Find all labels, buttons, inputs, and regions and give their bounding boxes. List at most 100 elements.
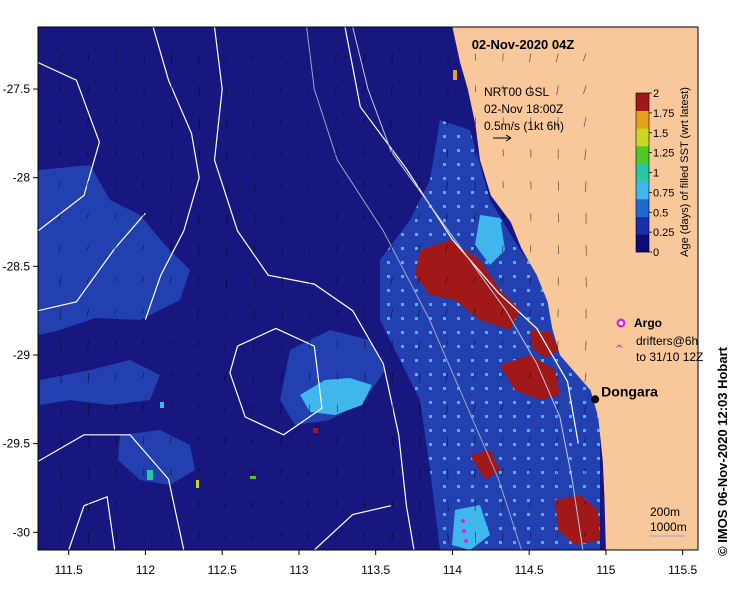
current-arrow	[556, 468, 559, 474]
current-arrows	[58, 53, 587, 544]
current-arrow	[472, 308, 476, 315]
current-arrow	[362, 245, 366, 253]
current-arrow	[114, 181, 117, 187]
current-arrow	[364, 500, 366, 508]
current-arrow	[389, 213, 393, 221]
current-arrow	[335, 500, 338, 508]
current-arrow	[391, 340, 393, 351]
colorbar-tick-label: 0.5	[653, 207, 668, 219]
current-arrow	[417, 181, 421, 190]
current-arrow	[584, 404, 587, 413]
current-arrow	[141, 340, 145, 346]
current-arrow	[197, 276, 200, 287]
current-arrow	[169, 340, 172, 347]
current-arrow	[141, 276, 145, 282]
current-arrow	[225, 85, 228, 96]
current-arrow	[416, 276, 421, 285]
current-arrow	[59, 276, 62, 287]
current-arrow	[418, 149, 421, 159]
x-tick-label: 113	[289, 563, 308, 577]
colorbar: 0 0.25 0.5 0.75 1 1.25 1.5 1.75 2 Age (days) of …	[635, 87, 691, 259]
current-arrow	[363, 276, 366, 285]
current-arrow	[389, 181, 393, 189]
current-arrow	[87, 85, 90, 93]
depth-legend: 200m 1000m	[650, 505, 687, 537]
colorbar-segment	[636, 146, 649, 164]
dongara-marker	[591, 395, 600, 404]
colorbar-segment	[636, 199, 649, 217]
current-arrow	[114, 372, 117, 380]
current-arrow	[114, 340, 117, 348]
current-arrow	[86, 308, 90, 317]
ssh-contours	[38, 27, 579, 550]
current-arrow	[141, 244, 145, 251]
current-arrow	[473, 276, 476, 284]
isobath-200m	[352, 27, 584, 550]
current-arrow	[336, 468, 338, 476]
current-arrow	[114, 213, 117, 219]
current-arrow	[361, 149, 366, 156]
current-arrow	[529, 85, 532, 95]
current-arrow	[446, 181, 449, 190]
current-arrow	[583, 500, 587, 506]
current-arrow	[196, 372, 200, 379]
current-arrow	[334, 149, 338, 156]
current-arrow	[389, 149, 393, 158]
current-arrow	[59, 532, 62, 543]
colorbar-tick-label: 0.75	[653, 187, 674, 199]
current-arrow	[142, 436, 145, 444]
current-arrow	[87, 117, 90, 124]
current-arrow	[170, 468, 172, 476]
current-arrow	[169, 276, 172, 284]
current-arrow	[171, 117, 173, 128]
current-arrow	[87, 372, 90, 383]
current-arrow	[335, 213, 338, 220]
current-arrow	[59, 85, 62, 93]
drifter-legend-icon: ^	[615, 344, 623, 355]
current-arrow	[445, 244, 449, 253]
current-arrow	[473, 436, 476, 446]
current-arrow	[555, 53, 559, 63]
current-arrow	[501, 276, 504, 284]
current-arrow	[86, 181, 90, 187]
current-arrow	[363, 532, 366, 539]
current-arrow	[197, 245, 200, 256]
y-tick-label: -29.5	[3, 437, 31, 451]
current-arrow	[474, 213, 476, 221]
current-arrow	[417, 213, 421, 221]
current-arrow	[472, 372, 476, 380]
current-arrow	[225, 308, 228, 320]
current-arrow	[447, 532, 449, 543]
current-arrow	[171, 85, 173, 97]
pixel-light	[160, 402, 164, 408]
current-arrow	[306, 532, 311, 539]
colorbar-tick-label: 2	[653, 88, 659, 100]
map-title: 02-Nov-2020 04Z	[472, 37, 575, 52]
colorbar-tick-label: 0	[653, 247, 659, 259]
current-arrow	[364, 308, 366, 318]
current-arrow	[502, 532, 504, 542]
current-arrow	[444, 276, 449, 284]
current-arrow	[86, 244, 90, 251]
current-arrow	[500, 436, 504, 444]
current-arrow	[169, 308, 172, 315]
current-arrow	[584, 372, 587, 382]
x-tick-label: 114.5	[515, 563, 544, 577]
current-arrow	[582, 53, 587, 62]
pixel-green-2	[250, 476, 256, 479]
current-arrow	[141, 308, 145, 314]
current-arrow	[142, 213, 145, 220]
data-patches	[38, 70, 600, 550]
current-arrow	[529, 532, 532, 540]
current-arrow	[557, 308, 559, 318]
current-arrow	[446, 436, 449, 448]
argo-marker	[461, 519, 465, 523]
current-arrow	[529, 53, 532, 63]
current-arrow	[362, 53, 366, 64]
current-arrow	[58, 213, 62, 220]
ssh-contour	[213, 27, 415, 550]
current-arrow	[583, 85, 587, 95]
current-arrow	[142, 372, 145, 379]
x-tick-label: 112	[136, 563, 155, 577]
